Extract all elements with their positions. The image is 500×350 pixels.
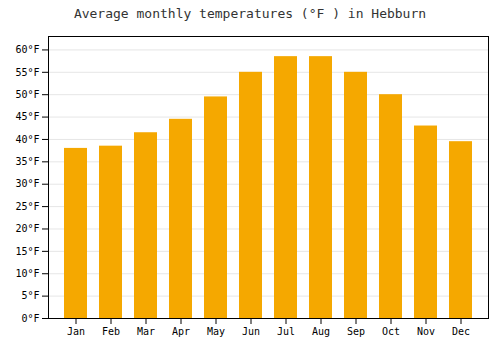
svg-text:May: May xyxy=(207,326,225,337)
svg-text:25°F: 25°F xyxy=(15,201,39,212)
svg-text:15°F: 15°F xyxy=(15,246,39,257)
svg-text:Feb: Feb xyxy=(102,326,120,337)
svg-text:Jun: Jun xyxy=(242,326,260,337)
svg-text:55°F: 55°F xyxy=(15,67,39,78)
svg-text:Dec: Dec xyxy=(452,326,470,337)
svg-text:40°F: 40°F xyxy=(15,134,39,145)
svg-text:Oct: Oct xyxy=(382,326,400,337)
svg-text:50°F: 50°F xyxy=(15,89,39,100)
svg-text:5°F: 5°F xyxy=(21,290,39,301)
svg-text:Jan: Jan xyxy=(67,326,85,337)
svg-text:Mar: Mar xyxy=(137,326,155,337)
svg-text:Sep: Sep xyxy=(347,326,365,337)
svg-text:20°F: 20°F xyxy=(15,223,39,234)
svg-text:Jul: Jul xyxy=(277,326,295,337)
svg-text:Aug: Aug xyxy=(312,326,330,337)
svg-text:0°F: 0°F xyxy=(21,313,39,324)
svg-text:45°F: 45°F xyxy=(15,111,39,122)
svg-text:35°F: 35°F xyxy=(15,156,39,167)
svg-text:Nov: Nov xyxy=(417,326,435,337)
html-text:Average monthly temperatures (: Average monthly temperatures (°F ) in He… xyxy=(73,6,427,21)
svg-text:10°F: 10°F xyxy=(15,268,39,279)
svg-text:Apr: Apr xyxy=(172,326,190,337)
svg-text:60°F: 60°F xyxy=(15,44,39,55)
svg-text:30°F: 30°F xyxy=(15,178,39,189)
